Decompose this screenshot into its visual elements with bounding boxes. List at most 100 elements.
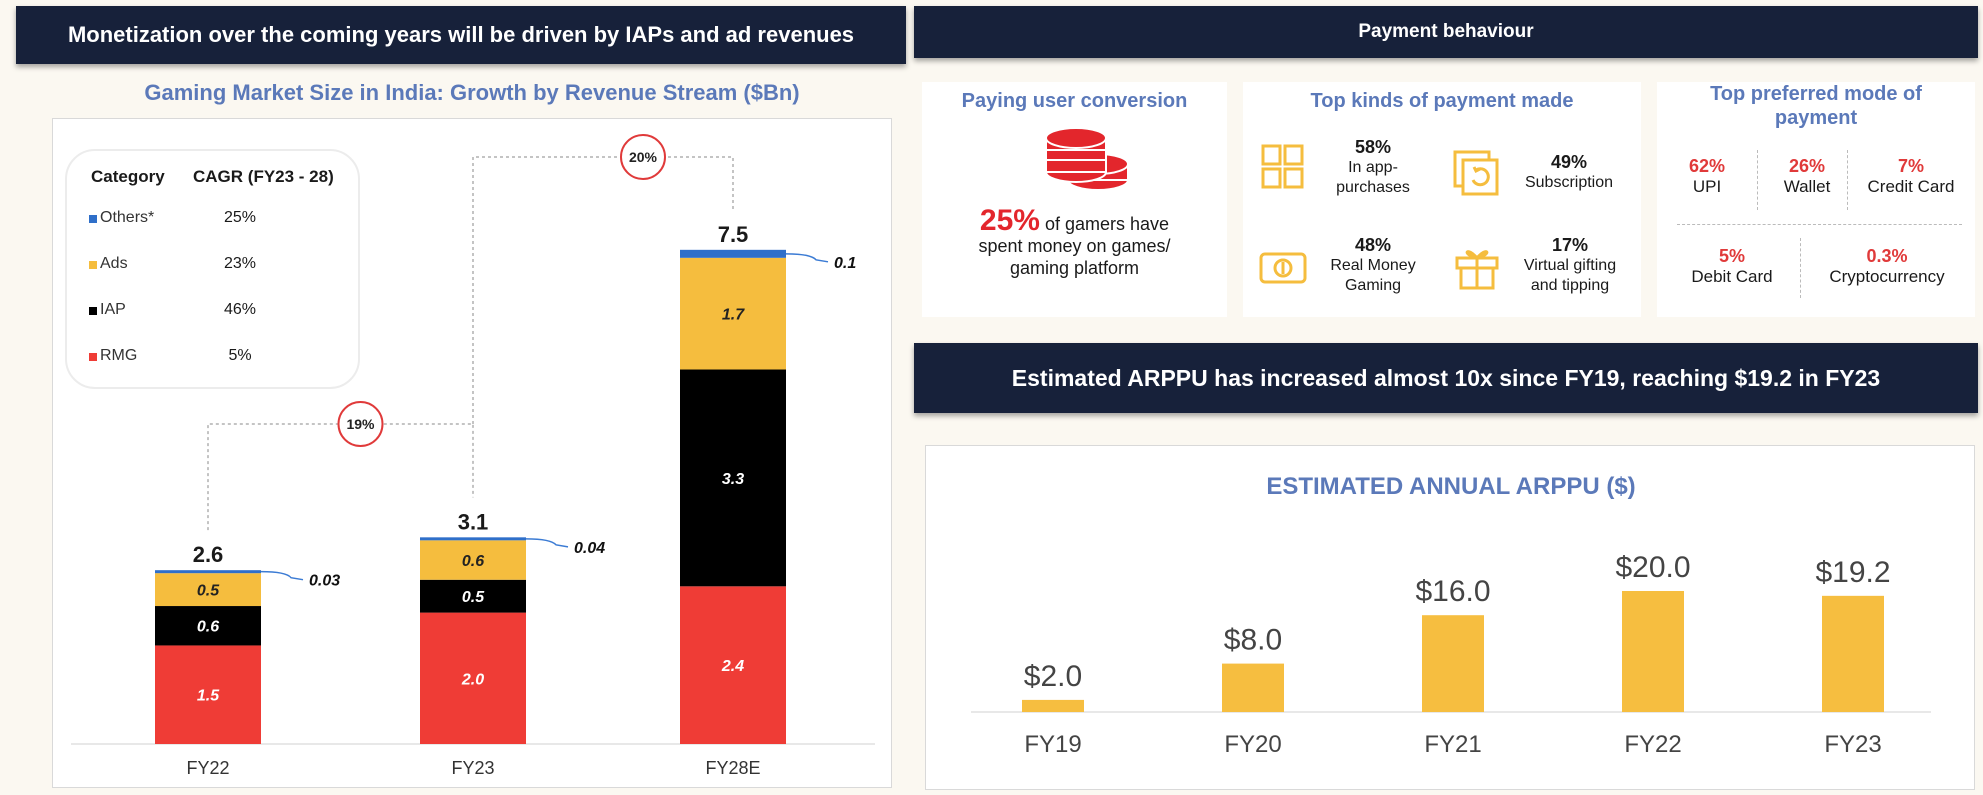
payment-kind-gifting: 17% Virtual gifting and tipping <box>1505 235 1635 296</box>
coins-icon <box>1045 127 1129 191</box>
x-tick-label: FY22 <box>1624 731 1681 758</box>
divider <box>1677 224 1962 225</box>
legend-row: RMG 5% <box>89 347 339 365</box>
payment-kind-label: Real Money <box>1330 257 1416 274</box>
payment-kind-label: and tipping <box>1530 277 1610 294</box>
market-chart-title: Gaming Market Size in India: Growth by R… <box>144 80 800 105</box>
x-tick-label: FY23 <box>1824 731 1881 758</box>
payment-kind-label: Virtual gifting <box>1523 257 1617 274</box>
x-tick-label: FY28E <box>705 758 760 778</box>
payment-kinds-title: Top kinds of payment made <box>1310 90 1574 112</box>
divider <box>1800 238 1801 298</box>
segment-value-label: 1.7 <box>722 307 745 324</box>
segment-value-label: 2.0 <box>461 671 484 688</box>
legend-label: RMG <box>100 347 138 364</box>
segment-value-label: 0.6 <box>197 619 219 636</box>
arppu-chart-title: ESTIMATED ANNUAL ARPPU ($) <box>1266 473 1635 500</box>
payment-kind-label: purchases <box>1336 179 1410 196</box>
pay-mode-pct: 62% <box>1688 156 1726 176</box>
bar-segment-rmg <box>420 612 526 744</box>
gift-icon <box>1455 250 1499 290</box>
legend-label: Others* <box>100 209 155 226</box>
arppu-value-label: $16.0 <box>1415 575 1490 608</box>
bar-segment-iap <box>420 579 526 613</box>
others-value-label: 0.1 <box>834 255 856 272</box>
payment-kind-label: Gaming <box>1344 277 1402 294</box>
legend-header-cagr: CAGR (FY23 - 28) <box>193 167 334 186</box>
legend-swatch <box>89 353 97 361</box>
payment-kinds-card: Top kinds of payment made 58% In app- pu… <box>1243 82 1641 317</box>
legend-row: Others* 25% <box>89 209 339 227</box>
growth-connector <box>207 423 474 531</box>
calendar-refresh-icon <box>1453 150 1499 196</box>
payment-kind-iap: 58% In app- purchases <box>1313 137 1433 198</box>
bar-segment-rmg <box>680 586 786 744</box>
market-chart: 1.5 0.6 0.5 0.03 2.6 FY22 2.0 0.5 0.6 0.04 3.1 FY23… <box>71 134 875 778</box>
arppu-bar <box>1422 615 1484 712</box>
pay-mode-label: Wallet <box>1783 177 1831 196</box>
pay-mode-upi: 62% UPI <box>1657 156 1757 197</box>
payment-kind-pct: 48% <box>1354 235 1392 255</box>
payment-kind-rmg: 48% Real Money Gaming <box>1313 235 1433 296</box>
growth-badge <box>620 134 666 180</box>
payment-behaviour-banner: Payment behaviour <box>914 6 1978 58</box>
x-tick-label: FY19 <box>1024 731 1081 758</box>
legend-swatch <box>89 215 97 223</box>
bar-segment-others <box>680 249 786 258</box>
pay-mode-credit-card: 7% Credit Card <box>1847 156 1975 197</box>
payment-kind-label: In app- <box>1348 159 1398 176</box>
divider <box>1847 150 1848 210</box>
legend-swatch <box>89 261 97 269</box>
pay-mode-crypto: 0.3% Cryptocurrency <box>1807 246 1967 287</box>
legend-row: IAP 46% <box>89 301 339 319</box>
payment-kind-subscription: 49% Subscription <box>1509 152 1629 193</box>
growth-badge-label: 19% <box>346 416 375 432</box>
arppu-bar <box>1022 699 1084 712</box>
arppu-bar <box>1622 591 1684 712</box>
segment-value-label: 1.5 <box>197 688 220 705</box>
payment-mode-card: Top preferred mode of payment 62% UPI 26… <box>1657 82 1975 317</box>
conversion-text-line1: of gamers have <box>1044 214 1170 234</box>
growth-badge-label: 20% <box>629 149 658 165</box>
payment-kind-label: Subscription <box>1524 174 1614 191</box>
legend-swatch <box>89 307 97 315</box>
segment-value-label: 0.6 <box>462 553 484 570</box>
bar-total-label: 3.1 <box>458 509 489 534</box>
x-tick-label: FY22 <box>186 758 229 778</box>
legend-row: Ads 23% <box>89 255 339 273</box>
pay-mode-label: UPI <box>1692 177 1722 196</box>
bar-segment-others <box>420 537 526 541</box>
payment-mode-title-line1: Top preferred mode of <box>1710 83 1922 105</box>
arppu-value-label: $20.0 <box>1615 551 1690 584</box>
payment-kind-pct: 58% <box>1354 137 1392 157</box>
legend-cagr: 46% <box>223 301 257 318</box>
bar-segment-iap <box>155 606 261 646</box>
conversion-title: Paying user conversion <box>961 90 1188 112</box>
payment-mode-title-line2: payment <box>1774 107 1858 129</box>
arppu-value-label: $8.0 <box>1224 624 1282 657</box>
x-tick-label: FY21 <box>1424 731 1481 758</box>
growth-connector <box>472 156 734 424</box>
left-banner: Monetization over the coming years will … <box>16 6 906 64</box>
legend-cagr: 25% <box>223 209 257 226</box>
arppu-value-label: $2.0 <box>1024 660 1082 693</box>
x-tick-label: FY20 <box>1224 731 1281 758</box>
payment-kind-pct: 17% <box>1551 235 1589 255</box>
arppu-bar <box>1822 595 1884 712</box>
segment-value-label: 2.4 <box>721 658 744 675</box>
arppu-chart-panel: ESTIMATED ANNUAL ARPPU ($) $2.0 FY19 $8.0 FY… <box>925 445 1975 790</box>
pay-mode-pct: 26% <box>1788 156 1826 176</box>
legend-label: Ads <box>100 255 128 272</box>
grid-icon <box>1261 144 1304 189</box>
payment-mode-title: Top preferred mode of payment <box>1657 82 1975 130</box>
pay-mode-pct: 7% <box>1897 156 1924 176</box>
cash-icon <box>1259 252 1307 284</box>
others-leader-line <box>785 253 829 263</box>
conversion-text-line3: gaming platform <box>1009 258 1140 278</box>
bar-segment-iap <box>680 369 786 587</box>
arppu-banner: Estimated ARPPU has increased almost 10x… <box>914 343 1978 413</box>
bar-segment-others <box>155 570 261 574</box>
legend-cagr: 23% <box>223 255 257 272</box>
pay-mode-wallet: 26% Wallet <box>1757 156 1857 197</box>
conversion-pct: 25% <box>979 204 1040 237</box>
